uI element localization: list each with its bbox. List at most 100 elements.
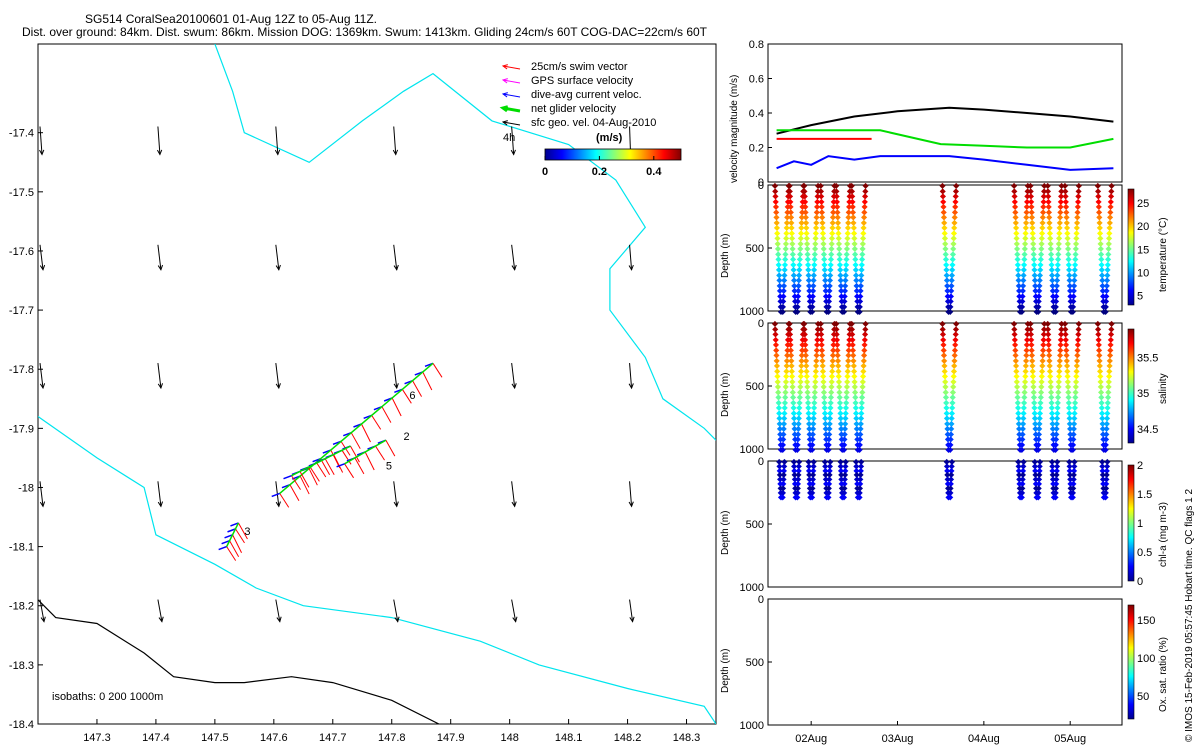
swim-vector: [385, 439, 396, 457]
profile-point: ◆: [1046, 218, 1053, 227]
profile-point: ◆: [798, 223, 805, 232]
profile-point: ◆: [812, 249, 819, 258]
profile-point: ◆: [805, 408, 812, 417]
profile-point: ◆: [1100, 297, 1107, 306]
profile-point: ◆: [1029, 207, 1036, 216]
geo-velocity-arrow: [393, 599, 400, 623]
swim-vector: [381, 406, 392, 423]
profile-point: ◆: [820, 228, 827, 237]
profile-point: ◆: [854, 440, 861, 449]
profile-point: ◆: [1037, 461, 1044, 470]
profile-point: ◆: [807, 435, 814, 444]
map-xtick-label: 147.5: [201, 732, 229, 744]
colorbar-tick-label: 0: [542, 166, 548, 178]
profile-point: ◆: [1054, 466, 1061, 475]
profile-point: ◆: [784, 351, 791, 360]
profile-point: ◆: [1037, 408, 1044, 417]
geo-velocity-arrow: [39, 362, 46, 390]
profile-point: ◆: [1027, 181, 1034, 190]
profile-point: ◆: [1070, 435, 1077, 444]
legend-4h-label: 4h: [503, 132, 515, 144]
colorbar-tick-label: 1: [1137, 518, 1143, 530]
profile-point: ◆: [834, 192, 841, 201]
profile-point: ◆: [1036, 286, 1043, 295]
dive-label: 6: [409, 390, 415, 402]
profile-point: ◆: [852, 249, 859, 258]
profile-point: ◆: [861, 345, 868, 354]
profile-point: ◆: [862, 319, 869, 328]
profile-point: ◆: [841, 435, 848, 444]
chla-ylabel: Depth (m): [720, 511, 731, 555]
profile-point: ◆: [1012, 207, 1019, 216]
profile-point: ◆: [800, 335, 807, 344]
profile-point: ◆: [1067, 286, 1074, 295]
profile-point: ◆: [1057, 218, 1064, 227]
profile-point: ◆: [1109, 319, 1116, 328]
profile-point: ◆: [1096, 335, 1103, 344]
profile-point: ◆: [1064, 356, 1071, 365]
profile-point: ◆: [948, 483, 955, 492]
profile-point: ◆: [942, 372, 949, 381]
profile-point: ◆: [952, 335, 959, 344]
profile-point: ◆: [1099, 398, 1106, 407]
profile-point: ◆: [1038, 382, 1045, 391]
profile-point: ◆: [1065, 239, 1072, 248]
profile-point: ◆: [1105, 398, 1112, 407]
profile-point: ◆: [775, 244, 782, 253]
profile-point: ◆: [1106, 239, 1113, 248]
profile-point: ◆: [1050, 475, 1057, 484]
profile-point: ◆: [1100, 483, 1107, 492]
profile-point: ◆: [942, 377, 949, 386]
profile-point: ◆: [1040, 335, 1047, 344]
profile-point: ◆: [944, 424, 951, 433]
profile-point: ◆: [1047, 366, 1054, 375]
profile-point: ◆: [1070, 492, 1077, 501]
geo-velocity-arrow: [511, 599, 518, 623]
profile-point: ◆: [1023, 351, 1030, 360]
profile-point: ◆: [1014, 377, 1021, 386]
profile-point: ◆: [1068, 483, 1075, 492]
profile-point: ◆: [773, 213, 780, 222]
profile-point: ◆: [795, 483, 802, 492]
profile-point: ◆: [1058, 330, 1065, 339]
profile-point: ◆: [1054, 461, 1061, 470]
profile-point: ◆: [1098, 387, 1105, 396]
profile-point: ◆: [842, 419, 849, 428]
profile-point: ◆: [806, 419, 813, 428]
profile-point: ◆: [1100, 435, 1107, 444]
profile-point: ◆: [844, 234, 851, 243]
profile-point: ◆: [948, 475, 955, 484]
profile-point: ◆: [776, 260, 783, 269]
legend-arrow-icon: [501, 92, 521, 98]
profile-point: ◆: [850, 351, 857, 360]
profile-point: ◆: [798, 366, 805, 375]
profile-point: ◆: [850, 213, 857, 222]
profile-point: ◆: [851, 366, 858, 375]
profile-point: ◆: [1066, 265, 1073, 274]
profile-point: ◆: [1048, 398, 1055, 407]
profile-point: ◆: [785, 324, 792, 333]
profile-point: ◆: [1067, 475, 1074, 484]
profile-point: ◆: [830, 213, 837, 222]
profile-point: ◆: [1012, 340, 1019, 349]
profile-point: ◆: [783, 377, 790, 386]
profile-point: ◆: [1039, 372, 1046, 381]
profile-point: ◆: [777, 291, 784, 300]
profile-point: ◆: [838, 281, 845, 290]
date-xtick-label: 02Aug: [795, 733, 827, 745]
profile-point: ◆: [777, 470, 784, 479]
profile-point: ◆: [775, 239, 782, 248]
profile-point: ◆: [857, 297, 864, 306]
profile-point: ◆: [1064, 372, 1071, 381]
profile-point: ◆: [1099, 466, 1106, 475]
profile-point: ◆: [942, 234, 949, 243]
profile-point: ◆: [1103, 429, 1110, 438]
profile-point: ◆: [844, 382, 851, 391]
map-xtick-label: 147.7: [319, 732, 347, 744]
profile-point: ◆: [830, 202, 837, 211]
profile-point: ◆: [806, 429, 813, 438]
profile-point: ◆: [781, 408, 788, 417]
profile-point: ◆: [780, 429, 787, 438]
profile-point: ◆: [830, 351, 837, 360]
